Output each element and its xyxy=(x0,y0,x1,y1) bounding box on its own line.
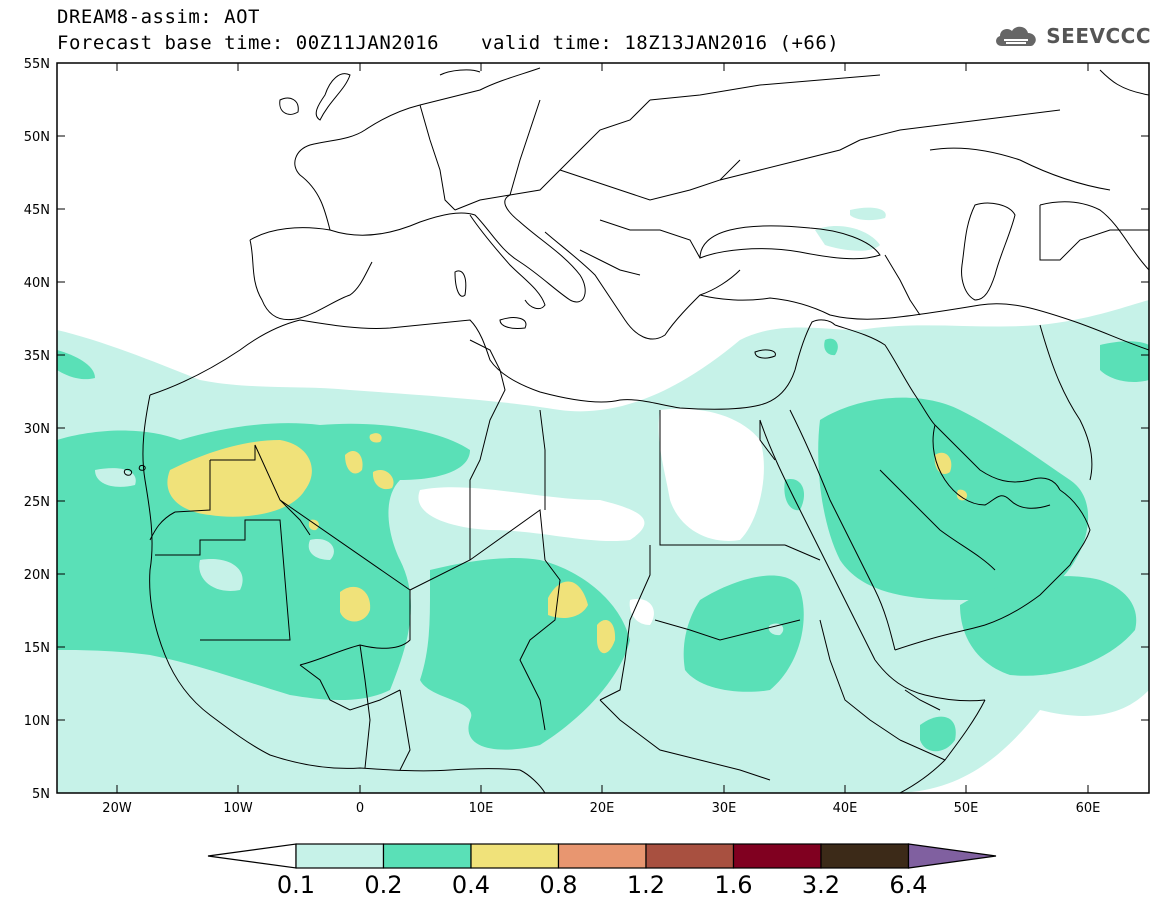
colorbar-label: 1.2 xyxy=(627,871,665,899)
colorbar-cell xyxy=(207,843,297,869)
coastlines-and-borders xyxy=(123,67,1149,793)
colorbar xyxy=(207,843,997,869)
lon-axis xyxy=(116,63,1089,793)
lon-label: 60E xyxy=(1076,801,1101,816)
lon-label: 10W xyxy=(223,801,253,816)
colorbar-label: 0.4 xyxy=(452,871,490,899)
lat-axis xyxy=(57,62,1149,721)
lat-label: 40N xyxy=(24,276,50,291)
lat-labels: 55N 50N 45N 40N 35N 30N 25N 20N 15N 10N … xyxy=(24,57,50,802)
colorbar-cell xyxy=(557,843,647,869)
colorbar-label: 0.1 xyxy=(277,871,315,899)
colorbar-cell xyxy=(820,843,910,869)
aot-fields xyxy=(57,207,1149,793)
lat-label: 5N xyxy=(32,787,50,802)
lon-label: 20W xyxy=(102,801,132,816)
colorbar-label: 0.8 xyxy=(539,871,577,899)
colorbar-label: 1.6 xyxy=(714,871,752,899)
colorbar-cell xyxy=(470,843,560,869)
colorbar-cell xyxy=(907,843,997,869)
chart-title: DREAM8-assim: AOT xyxy=(57,6,260,28)
colorbar-cell xyxy=(295,843,385,869)
lon-label: 50E xyxy=(954,801,979,816)
valid-time: valid time: 18Z13JAN2016 (+66) xyxy=(481,32,840,54)
colorbar-cell xyxy=(732,843,822,869)
lat-label: 50N xyxy=(24,130,50,145)
colorbar-label: 3.2 xyxy=(802,871,840,899)
lon-label: 10E xyxy=(469,801,494,816)
colorbar-label: 0.2 xyxy=(364,871,402,899)
lon-label: 30E xyxy=(712,801,737,816)
lat-label: 10N xyxy=(24,714,50,729)
lat-label: 45N xyxy=(24,203,50,218)
colorbar-label: 6.4 xyxy=(889,871,927,899)
seevccc-logo: SEEVCCC xyxy=(992,22,1151,50)
aot-band-high xyxy=(167,433,968,654)
aot-band-medium xyxy=(57,338,1149,752)
lat-label: 30N xyxy=(24,422,50,437)
cloud-icon xyxy=(996,26,1037,46)
colorbar-labels: 0.1 0.2 0.4 0.8 1.2 1.6 3.2 6.4 xyxy=(277,871,928,899)
lat-label: 15N xyxy=(24,641,50,656)
lon-label: 40E xyxy=(833,801,858,816)
lon-label: 20E xyxy=(590,801,615,816)
forecast-times: Forecast base time: 00Z11JAN2016 valid ti… xyxy=(57,32,839,54)
lat-label: 25N xyxy=(24,495,50,510)
colorbar-cell xyxy=(382,843,472,869)
lat-label: 20N xyxy=(24,568,50,583)
colorbar-cell xyxy=(645,843,735,869)
lon-labels: 20W 10W 0 10E 20E 30E 40E 50E 60E xyxy=(102,801,1100,816)
lat-label: 55N xyxy=(24,57,50,72)
base-time: Forecast base time: 00Z11JAN2016 xyxy=(57,32,440,54)
aot-medium-gaps xyxy=(95,468,784,636)
lon-label: 0 xyxy=(356,801,364,816)
logo-text: SEEVCCC xyxy=(1046,24,1151,48)
lat-label: 35N xyxy=(24,349,50,364)
